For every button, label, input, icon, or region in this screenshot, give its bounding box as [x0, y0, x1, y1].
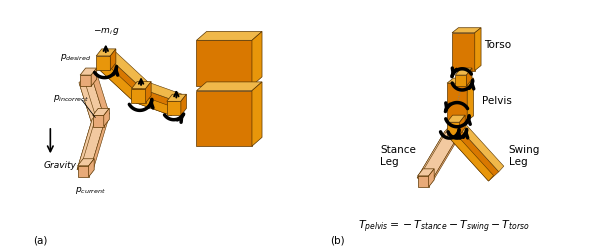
Polygon shape: [108, 50, 150, 90]
Text: x: x: [99, 60, 103, 69]
Polygon shape: [447, 83, 467, 121]
Polygon shape: [93, 115, 104, 127]
Polygon shape: [196, 32, 262, 40]
Polygon shape: [77, 119, 104, 173]
Polygon shape: [93, 108, 109, 115]
Polygon shape: [98, 57, 144, 101]
Polygon shape: [452, 33, 475, 71]
Polygon shape: [80, 75, 91, 86]
Polygon shape: [104, 108, 109, 127]
Polygon shape: [131, 82, 151, 89]
Polygon shape: [181, 94, 186, 115]
Text: Pelvis: Pelvis: [482, 96, 512, 106]
Polygon shape: [136, 89, 176, 115]
Polygon shape: [96, 49, 116, 56]
Polygon shape: [418, 169, 434, 176]
Text: $p_{incorrect}$: $p_{incorrect}$: [53, 93, 89, 104]
Polygon shape: [89, 159, 94, 177]
Polygon shape: [451, 134, 493, 181]
Polygon shape: [141, 82, 182, 101]
Polygon shape: [452, 28, 481, 33]
Polygon shape: [466, 68, 472, 86]
Polygon shape: [252, 82, 262, 146]
Polygon shape: [418, 176, 428, 187]
Polygon shape: [79, 78, 96, 123]
Text: $p_{current}$: $p_{current}$: [75, 185, 106, 196]
Polygon shape: [145, 82, 151, 103]
Polygon shape: [77, 159, 94, 166]
Text: Stance
Leg: Stance Leg: [380, 145, 416, 167]
Polygon shape: [136, 96, 177, 115]
Polygon shape: [98, 61, 139, 101]
Polygon shape: [92, 74, 109, 119]
Polygon shape: [167, 101, 181, 115]
Polygon shape: [96, 56, 111, 70]
Polygon shape: [447, 115, 465, 122]
Polygon shape: [455, 68, 472, 75]
Polygon shape: [467, 78, 473, 121]
Polygon shape: [167, 94, 186, 101]
Polygon shape: [77, 114, 97, 170]
Polygon shape: [447, 78, 473, 83]
Text: $-m_i\,g$: $-m_i\,g$: [93, 26, 121, 37]
Polygon shape: [451, 130, 499, 181]
Text: (b): (b): [330, 236, 345, 246]
Polygon shape: [77, 166, 89, 177]
Polygon shape: [460, 115, 465, 135]
Polygon shape: [429, 133, 462, 185]
Polygon shape: [196, 40, 252, 86]
Polygon shape: [91, 68, 97, 86]
Text: Gravity: Gravity: [44, 161, 77, 170]
Polygon shape: [131, 89, 145, 103]
Polygon shape: [196, 91, 252, 146]
Polygon shape: [428, 169, 434, 187]
Polygon shape: [111, 49, 116, 70]
Polygon shape: [447, 122, 460, 135]
Polygon shape: [455, 75, 466, 86]
Polygon shape: [80, 68, 97, 75]
Polygon shape: [417, 126, 449, 178]
Text: $T_{pelvis} = -T_{stance} - T_{swing} - T_{torso}$: $T_{pelvis} = -T_{stance} - T_{swing} - …: [358, 218, 529, 235]
Polygon shape: [79, 79, 105, 123]
Polygon shape: [89, 118, 109, 173]
Polygon shape: [252, 32, 262, 86]
Polygon shape: [417, 131, 457, 185]
Text: $p_{desired}$: $p_{desired}$: [60, 52, 92, 64]
Polygon shape: [196, 82, 262, 91]
Text: (a): (a): [33, 236, 47, 246]
Polygon shape: [475, 28, 481, 71]
Text: Torso: Torso: [483, 40, 511, 50]
Polygon shape: [461, 125, 504, 172]
Text: Swing
Leg: Swing Leg: [509, 145, 540, 167]
